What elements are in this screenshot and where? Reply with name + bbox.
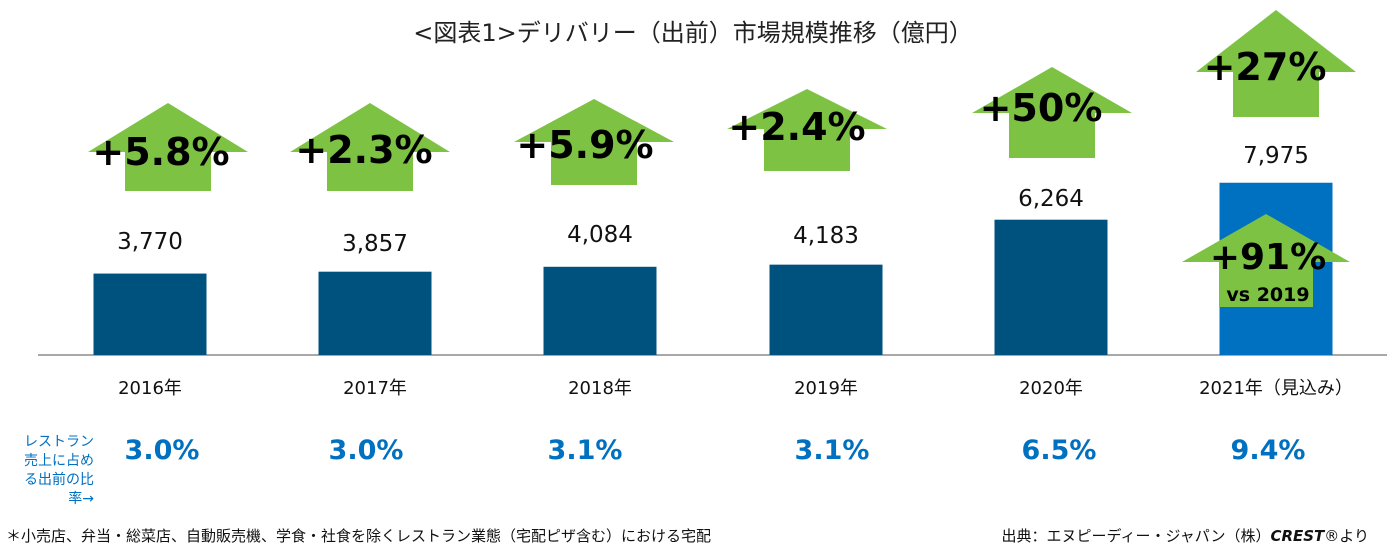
- chart-title: <図表1>デリバリー（出前）市場規模推移（億円）: [413, 19, 973, 47]
- growth-label-2017: +2.3%: [295, 128, 432, 172]
- growth-label-2020: +50%: [980, 86, 1103, 130]
- value-label-2016: 3,770: [117, 229, 183, 255]
- category-label-2016: 2016年: [118, 378, 182, 399]
- growth-label-2021: +27%: [1204, 45, 1327, 89]
- share-value-2020: 6.5%: [1022, 435, 1097, 466]
- category-labels: 2016年 2017年 2018年 2019年 2020年 2021年（見込み）: [118, 378, 1353, 399]
- bar-2017: [318, 271, 432, 355]
- bar-2016: [93, 273, 207, 355]
- share-row-label-line-3: る出前の比: [24, 471, 94, 488]
- source-note: 出典：エヌピーディー・ジャパン（株）CREST®より: [1002, 527, 1370, 545]
- source-suffix: ®より: [1324, 527, 1369, 545]
- growth-label-vs-2019: +91%: [1210, 237, 1326, 278]
- share-value-2018: 3.1%: [548, 435, 623, 466]
- growth-arrow-2021: [1196, 10, 1356, 117]
- source-brand: CREST: [1270, 527, 1326, 545]
- bar-2018: [543, 266, 657, 355]
- value-label-2019: 4,183: [793, 223, 859, 249]
- value-label-2018: 4,084: [567, 222, 633, 248]
- growth-sublabel-vs-2019: vs 2019: [1226, 284, 1309, 306]
- footnote: ＊小売店、弁当・総菜店、自動販売機、学食・社食を除くレストラン業態（宅配ピザ含む…: [6, 527, 711, 545]
- growth-arrow-2021-vs-2019: [1182, 214, 1350, 307]
- growth-label-2019: +2.4%: [728, 105, 865, 149]
- growth-arrow-2016: [88, 103, 248, 191]
- category-label-2017: 2017年: [343, 378, 407, 399]
- share-labels: 3.0% 3.0% 3.1% 3.1% 6.5% 9.4%: [125, 435, 1306, 466]
- growth-arrow-2019: [727, 89, 887, 171]
- growth-labels: +5.8% +2.3% +5.9% +2.4% +50% +27% +91% vs 2019: [92, 45, 1326, 306]
- share-value-2017: 3.0%: [329, 435, 404, 466]
- share-row-label-line-4: 率→: [68, 490, 94, 507]
- value-label-2021: 7,975: [1243, 143, 1309, 169]
- growth-label-2016: +5.8%: [92, 130, 229, 174]
- share-row-label-line-2: 売上に占め: [24, 453, 94, 469]
- category-label-2020: 2020年: [1019, 378, 1083, 399]
- category-label-2019: 2019年: [794, 378, 858, 399]
- source-prefix: 出典：エヌピーディー・ジャパン（株）: [1002, 527, 1271, 545]
- bar-2019: [769, 264, 883, 355]
- growth-label-2018: +5.9%: [516, 123, 653, 167]
- category-label-2021: 2021年（見込み）: [1199, 378, 1353, 399]
- value-label-2020: 6,264: [1018, 186, 1084, 212]
- growth-arrows: [88, 10, 1356, 307]
- bar-2020: [994, 219, 1108, 355]
- share-value-2019: 3.1%: [795, 435, 870, 466]
- growth-arrow-2017: [290, 103, 450, 191]
- share-value-2016: 3.0%: [125, 435, 200, 466]
- share-row-label-line-1: レストラン: [24, 434, 94, 450]
- bars: [93, 182, 1333, 355]
- growth-arrow-2020: [972, 67, 1132, 158]
- share-value-2021: 9.4%: [1231, 435, 1306, 466]
- value-label-2017: 3,857: [342, 231, 408, 257]
- growth-arrow-2018: [514, 99, 674, 185]
- category-label-2018: 2018年: [568, 378, 632, 399]
- value-labels: 3,770 3,857 4,084 4,183 6,264 7,975: [117, 143, 1309, 257]
